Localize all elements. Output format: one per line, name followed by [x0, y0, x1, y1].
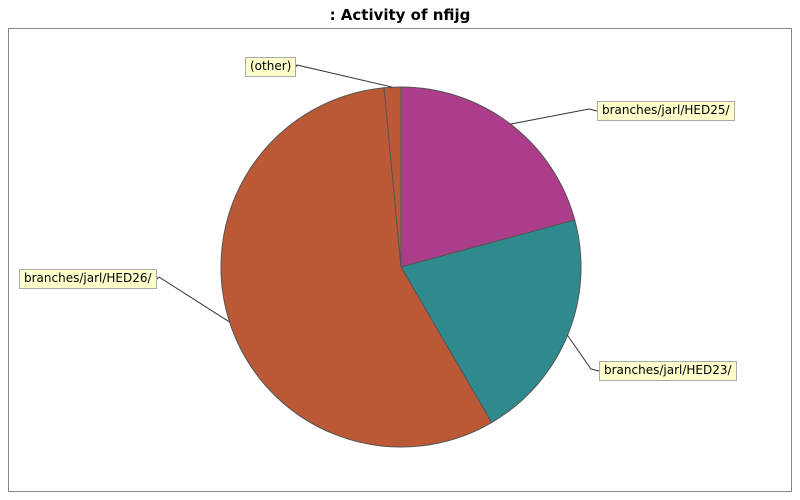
slice-label: (other)	[245, 57, 296, 77]
leader-line	[296, 65, 393, 87]
pie-chart	[9, 29, 791, 491]
chart-title: : Activity of nfijg	[0, 6, 800, 24]
leader-line	[510, 109, 597, 124]
slice-label: branches/jarl/HED26/	[19, 269, 157, 289]
chart-container: : Activity of nfijg branches/jarl/HED25/…	[0, 0, 800, 500]
leader-line	[157, 277, 230, 322]
slice-label: branches/jarl/HED25/	[597, 101, 735, 121]
plot-area: branches/jarl/HED25/branches/jarl/HED23/…	[8, 28, 792, 492]
leader-line	[568, 335, 599, 371]
slice-label: branches/jarl/HED23/	[599, 361, 737, 381]
